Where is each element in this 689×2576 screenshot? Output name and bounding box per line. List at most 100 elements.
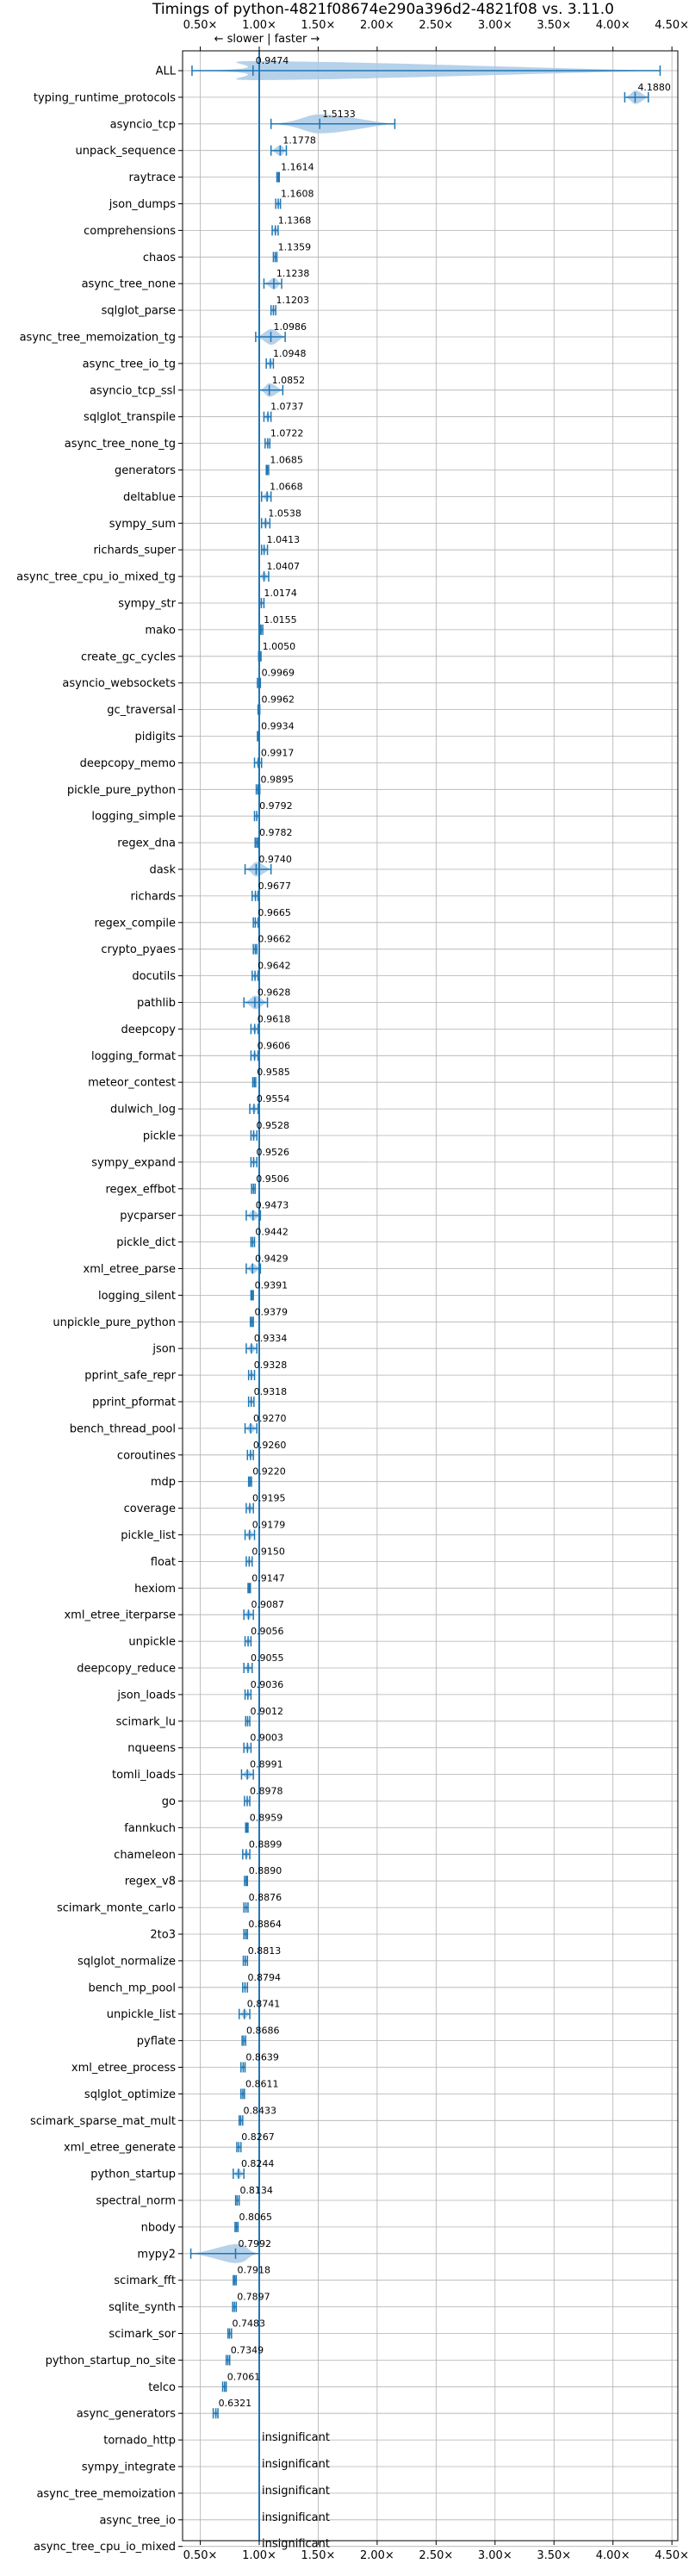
y-tick-label: unpack_sequence	[75, 145, 176, 158]
x-axis-ticks: 0.50× 0.50× 1.00× 1.00× 1.50× 1.50× 2.00× 2.00×…	[183, 19, 689, 2562]
value-label: 0.9917	[261, 747, 295, 758]
y-tick-label: logging_simple	[91, 811, 176, 824]
value-label: 1.0538	[268, 507, 301, 519]
value-label: 0.9606	[258, 1040, 291, 1051]
y-tick-label: pprint_pformat	[92, 1397, 176, 1409]
y-tick-label: coverage	[124, 1503, 176, 1515]
value-label: 0.9056	[251, 1626, 284, 1637]
y-tick-label: deepcopy	[121, 1024, 176, 1036]
value-label: 0.9087	[251, 1599, 284, 1610]
value-label: 0.8134	[239, 2185, 273, 2196]
value-label: 0.8794	[247, 1972, 281, 1983]
y-tick-label: comprehensions	[84, 225, 176, 238]
value-label: 1.0155	[264, 614, 297, 625]
y-tick-label: logging_silent	[98, 1290, 176, 1303]
value-label: 0.8433	[244, 2105, 277, 2116]
x-tick-label-bottom: 2.50×	[419, 2549, 453, 2562]
x-tick-label-bottom: 0.50×	[183, 2549, 218, 2562]
value-label: 0.7349	[231, 2344, 264, 2355]
y-tick-label: unpickle_list	[107, 2008, 176, 2021]
value-label: 0.7918	[237, 2265, 270, 2276]
y-tick-label: docutils	[132, 970, 176, 983]
y-tick-label: xml_etree_generate	[64, 2142, 176, 2155]
value-label: 0.9260	[253, 1440, 287, 1451]
y-tick-label: raytrace	[128, 171, 176, 184]
y-tick-label: hexiom	[134, 1583, 176, 1596]
value-label: 1.0413	[267, 534, 301, 545]
value-label: 0.9179	[252, 1520, 286, 1531]
value-labels: 0.9474 4.1880 1.5133 1.1778 1.1614 1.1608 1.13…	[219, 55, 671, 2551]
value-label: 1.1368	[278, 215, 312, 226]
y-axis-labels: ALL typing_runtime_protocols asyncio_tcpun…	[16, 65, 183, 2554]
value-label: 0.8639	[245, 2052, 279, 2063]
y-tick-label: chaos	[143, 252, 176, 264]
y-tick-label: sympy_str	[118, 598, 176, 611]
value-label: 0.9442	[255, 1227, 289, 1238]
y-tick-label: python_startup	[90, 2168, 176, 2181]
value-label: 0.9147	[251, 1572, 285, 1584]
y-tick-label: scimark_fft	[114, 2274, 176, 2287]
y-tick-label: pprint_safe_repr	[84, 1370, 176, 1383]
y-tick-label: async_tree_cpu_io_mixed	[34, 2541, 176, 2554]
value-label: 0.8899	[249, 1839, 282, 1850]
value-label: 0.6321	[219, 2398, 252, 2409]
value-label: 1.1608	[281, 189, 314, 200]
value-label: 0.8686	[246, 2025, 280, 2037]
value-label: 0.7992	[238, 2238, 271, 2249]
value-label: 0.9473	[256, 1200, 289, 1211]
y-tick-label: unpickle_pure_python	[53, 1316, 176, 1329]
y-tick-label: pickle	[143, 1130, 176, 1143]
value-label: 0.9328	[254, 1360, 288, 1371]
y-tick-label: tornado_http	[103, 2435, 176, 2448]
y-tick-label: gc_traversal	[107, 704, 176, 717]
y-tick-label: sqlglot_parse	[102, 305, 176, 318]
x-tick-label-top: 3.50×	[537, 19, 571, 32]
value-label: 1.0852	[272, 375, 306, 386]
value-label: 0.9962	[261, 694, 295, 706]
value-label: 0.9003	[250, 1733, 283, 1744]
x-tick-label-top: 4.50×	[655, 19, 689, 32]
y-tick-label: xml_etree_iterparse	[64, 1609, 176, 1622]
y-tick-label: xml_etree_process	[71, 2062, 176, 2075]
y-tick-label: spectral_norm	[96, 2195, 176, 2208]
value-label: 0.9318	[254, 1386, 288, 1397]
value-label: 1.0737	[270, 401, 304, 413]
y-tick-label: pickle_list	[121, 1529, 176, 1542]
x-tick-label-bottom: 1.00×	[242, 2549, 276, 2562]
value-label: 0.8813	[248, 1945, 282, 1957]
insignificant-label: insignificant	[262, 2431, 330, 2444]
y-tick-label: json_dumps	[109, 198, 176, 211]
value-label: 1.5133	[322, 109, 356, 120]
y-tick-label: typing_runtime_protocols	[34, 91, 176, 104]
plot-frame	[182, 50, 679, 2542]
insignificant-label: insignificant	[262, 2538, 330, 2551]
y-tick-label: sqlglot_normalize	[78, 1955, 176, 1968]
y-tick-label: pickle_dict	[116, 1236, 176, 1249]
y-tick-label: regex_effbot	[105, 1183, 176, 1196]
value-label: 0.8864	[248, 1919, 282, 1930]
y-tick-label: nbody	[141, 2221, 177, 2234]
value-label: 0.9618	[258, 1013, 291, 1024]
y-tick-label: bench_thread_pool	[70, 1422, 176, 1435]
value-label: 1.0948	[273, 348, 307, 359]
y-tick-label: generators	[115, 464, 176, 477]
y-tick-label: fannkuch	[124, 1822, 176, 1835]
y-tick-label: create_gc_cycles	[81, 650, 176, 663]
value-label: 0.9270	[253, 1413, 287, 1424]
value-label: 0.7061	[227, 2371, 261, 2382]
x-tick-label-top: 4.00×	[596, 19, 630, 32]
y-tick-label: richards	[131, 890, 177, 903]
value-label: 0.9506	[256, 1173, 289, 1185]
chart-title: Timings of python-4821f08674e290a396d2-4…	[152, 1, 614, 18]
x-tick-label-top: 3.00×	[478, 19, 512, 32]
x-tick-label-top: 2.00×	[360, 19, 394, 32]
y-tick-label: async_tree_memoization	[36, 2487, 176, 2500]
x-tick-label-bottom: 2.00×	[360, 2549, 394, 2562]
value-label: 0.9012	[250, 1706, 283, 1717]
value-label: 1.1359	[278, 241, 312, 252]
y-tick-label: scimark_sparse_mat_mult	[30, 2115, 176, 2128]
value-label: 0.9662	[258, 934, 291, 945]
value-label: 0.9934	[261, 721, 295, 732]
y-tick-label: async_tree_io	[99, 2514, 176, 2527]
value-label: 0.9782	[259, 827, 293, 838]
